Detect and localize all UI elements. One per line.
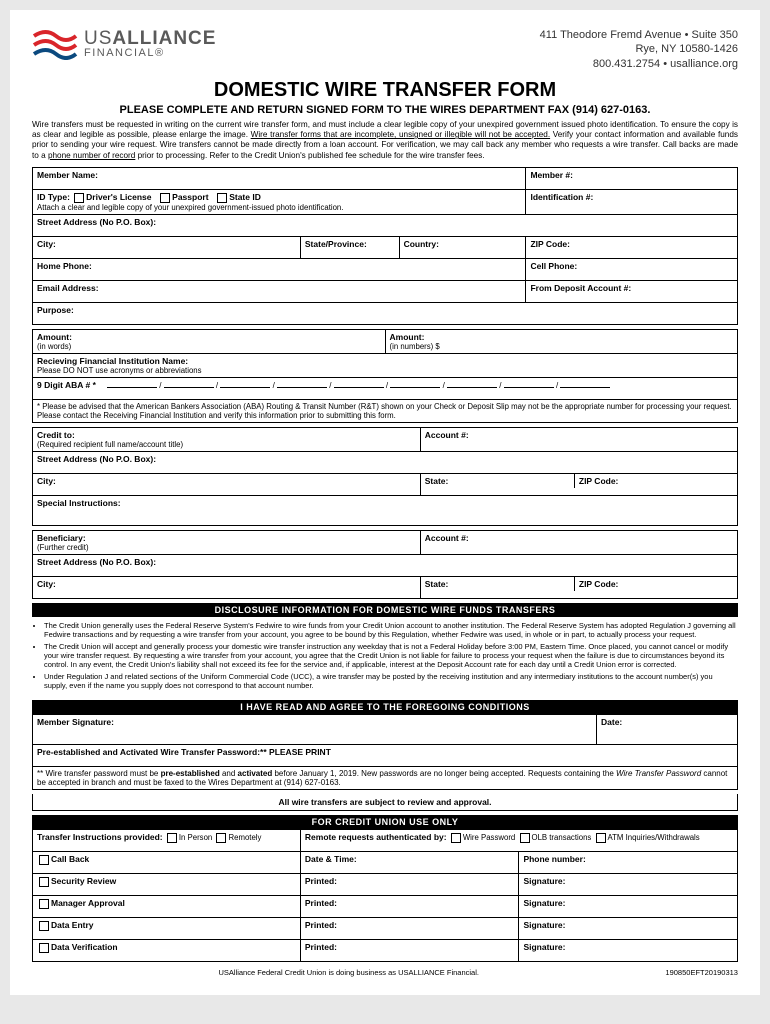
dl-checkbox[interactable] (74, 193, 84, 203)
wirepwd-checkbox[interactable] (451, 833, 461, 843)
pwd-note: ** Wire transfer password must be pre-es… (33, 767, 738, 790)
intro-text: Wire transfers must be requested in writ… (32, 120, 738, 161)
member-name-label: Member Name: (37, 170, 98, 180)
ident-num-label: Identification #: (530, 192, 593, 202)
email-label: Email Address: (37, 283, 99, 293)
remotely-checkbox[interactable] (216, 833, 226, 843)
aba-note: * Please be advised that the American Ba… (33, 399, 738, 422)
signature-table: Member Signature: Date: Pre-established … (32, 714, 738, 790)
cell-phone-label: Cell Phone: (530, 261, 577, 271)
inperson-checkbox[interactable] (167, 833, 177, 843)
country-label: Country: (404, 239, 439, 249)
form-subtitle: PLEASE COMPLETE AND RETURN SIGNED FORM T… (32, 104, 738, 116)
from-acct-label: From Deposit Account #: (530, 283, 631, 293)
company-address: 411 Theodore Fremd Avenue • Suite 350 Ry… (540, 28, 738, 71)
special-label: Special Instructions: (37, 498, 121, 508)
cu-bar: FOR CREDIT UNION USE ONLY (32, 815, 738, 829)
city-label: City: (37, 239, 56, 249)
secreview-checkbox[interactable] (39, 877, 49, 887)
atm-checkbox[interactable] (596, 833, 606, 843)
form-page: USALLIANCE FINANCIAL® 411 Theodore Fremd… (10, 10, 760, 995)
review-note: All wire transfers are subject to review… (32, 794, 738, 811)
logo-text: USALLIANCE (84, 29, 216, 48)
disclosure-list: The Credit Union generally uses the Fede… (32, 617, 738, 697)
credit-table: Credit to:(Required recipient full name/… (32, 427, 738, 526)
street-label: Street Address (No P.O. Box): (37, 217, 156, 227)
agree-bar: I HAVE READ AND AGREE TO THE FOREGOING C… (32, 700, 738, 714)
home-phone-label: Home Phone: (37, 261, 92, 271)
dataentry-checkbox[interactable] (39, 921, 49, 931)
pwd-label: Pre-established and Activated Wire Trans… (37, 747, 331, 757)
disclosure-bar: DISCLOSURE INFORMATION FOR DOMESTIC WIRE… (32, 603, 738, 617)
footer-code: 190850EFT20190313 (665, 968, 738, 977)
member-sig-label: Member Signature: (37, 717, 114, 727)
olb-checkbox[interactable] (520, 833, 530, 843)
date-label: Date: (601, 717, 622, 727)
member-num-label: Member #: (530, 170, 573, 180)
amount-table: Amount:(in words) Amount:(in numbers) $ … (32, 329, 738, 423)
dataverif-checkbox[interactable] (39, 943, 49, 953)
passport-checkbox[interactable] (160, 193, 170, 203)
callback-checkbox[interactable] (39, 855, 49, 865)
stateid-checkbox[interactable] (217, 193, 227, 203)
logo: USALLIANCE FINANCIAL® (32, 28, 216, 60)
header: USALLIANCE FINANCIAL® 411 Theodore Fremd… (32, 28, 738, 71)
footer-center: USAlliance Federal Credit Union is doing… (218, 968, 479, 977)
id-type-label: ID Type: (37, 192, 70, 202)
beneficiary-table: Beneficiary:(Further credit) Account #: … (32, 530, 738, 599)
member-table: Member Name: Member #: ID Type: Driver's… (32, 167, 738, 325)
state-prov-label: State/Province: (305, 239, 367, 249)
purpose-label: Purpose: (37, 305, 74, 315)
form-title: DOMESTIC WIRE TRANSFER FORM (32, 79, 738, 102)
aba-label: 9 Digit ABA # * (37, 380, 96, 390)
cu-table: Transfer Instructions provided: In Perso… (32, 829, 738, 962)
logo-subtext: FINANCIAL® (84, 48, 216, 59)
logo-wave-icon (32, 28, 78, 60)
zip-label: ZIP Code: (530, 239, 570, 249)
mgr-checkbox[interactable] (39, 899, 49, 909)
footer: USAlliance Federal Credit Union is doing… (32, 968, 738, 977)
